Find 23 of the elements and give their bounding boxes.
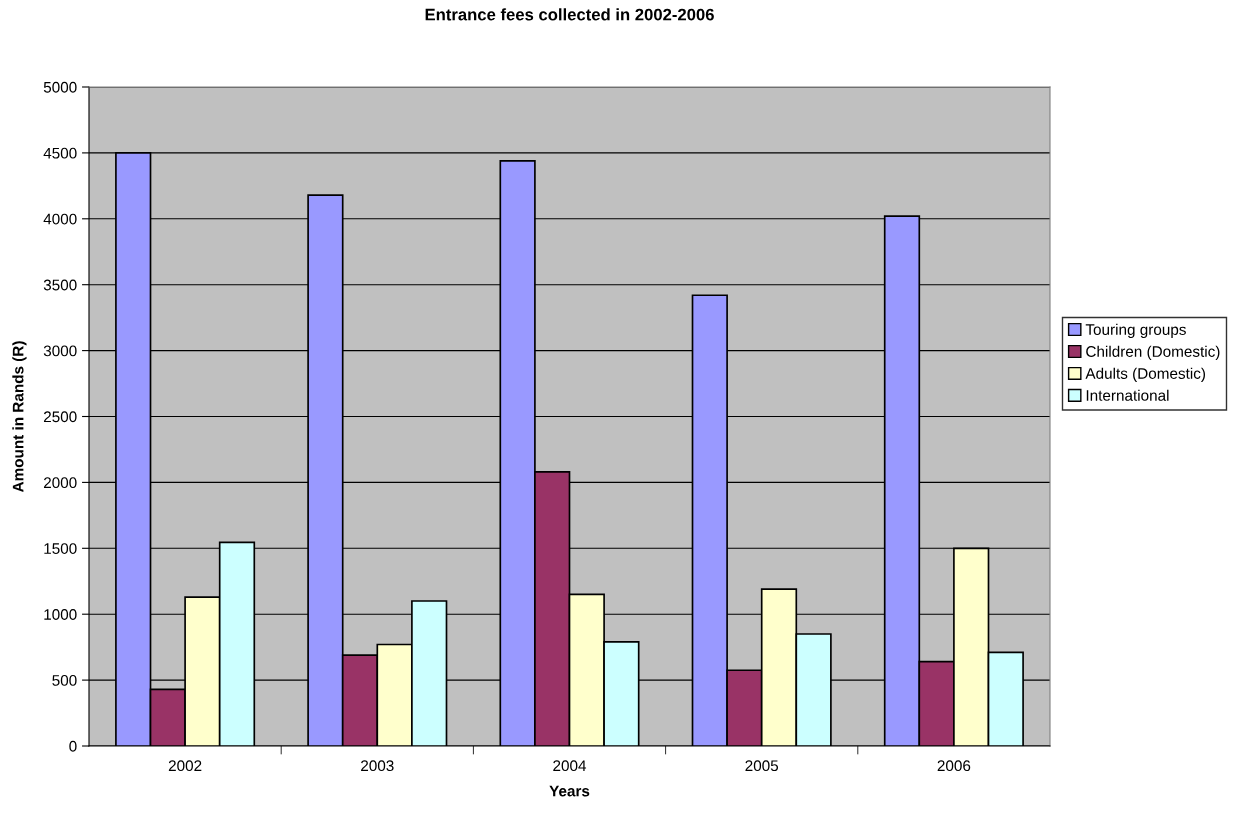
chart-title: Entrance fees collected in 2002-2006 (425, 8, 714, 21)
x-tick-label: 2003 (361, 760, 394, 772)
y-tick-label: 2000 (43, 477, 77, 489)
y-tick-label: 0 (69, 740, 77, 752)
y-tick-label: 1000 (44, 609, 77, 620)
y-tick-label: 4000 (43, 213, 77, 225)
y-axis-title: Amount in Rands (R) (12, 341, 27, 493)
x-tick-label: 2006 (937, 760, 971, 772)
y-tick-label: 5000 (43, 81, 77, 93)
x-tick-label: 2005 (745, 760, 779, 772)
x-tick-label: 2002 (168, 760, 202, 772)
legend-label: Touring groups (1085, 323, 1186, 338)
y-tick-label: 3000 (43, 345, 77, 357)
y-tick-label: 1500 (44, 543, 77, 554)
y-tick-label: 4500 (43, 147, 77, 159)
y-tick-label: 2500 (43, 411, 77, 423)
legend-label: International (1086, 389, 1169, 401)
y-tick-label: 500 (52, 674, 77, 686)
x-axis-title: Years (549, 785, 590, 797)
legend-label: Children (Domestic) (1086, 345, 1220, 360)
y-tick-label: 3500 (43, 279, 77, 291)
legend-label: Adults (Domestic) (1085, 367, 1206, 382)
x-tick-label: 2004 (553, 760, 587, 772)
